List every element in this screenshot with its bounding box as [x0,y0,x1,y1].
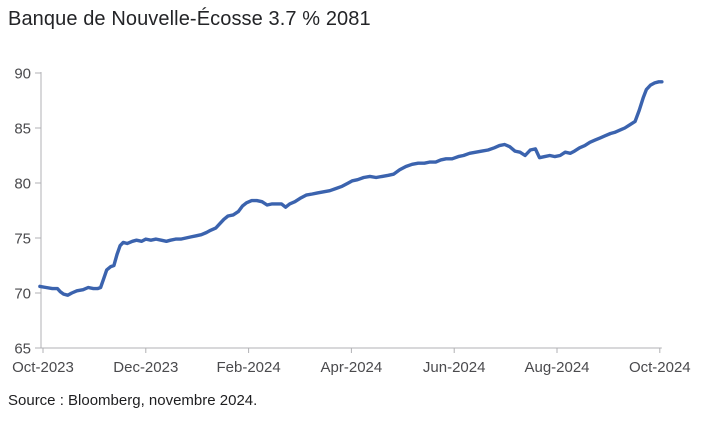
y-axis-tick-label: 80 [14,176,31,193]
price-line-series [38,80,664,297]
y-axis-tick-label: 85 [14,121,31,138]
chart-title: Banque de Nouvelle-Écosse 3.7 % 2081 [8,8,371,30]
x-axis-tick-label: Oct-2023 [12,359,74,376]
y-axis-tick-label: 65 [14,341,31,358]
x-axis-tick-label: Oct-2024 [629,359,691,376]
x-axis-tick-label: Jun-2024 [423,359,486,376]
y-axis-tick-label: 75 [14,231,31,248]
x-axis-tick-label: Aug-2024 [524,359,589,376]
x-axis-tick-label: Apr-2024 [321,359,383,376]
x-axis-tick-label: Feb-2024 [216,359,280,376]
source-note: Source : Bloomberg, novembre 2024. [8,392,258,409]
x-axis-tick-label: Dec-2023 [113,359,178,376]
y-axis-tick-label: 70 [14,286,31,303]
y-axis-tick-label: 90 [14,66,31,83]
